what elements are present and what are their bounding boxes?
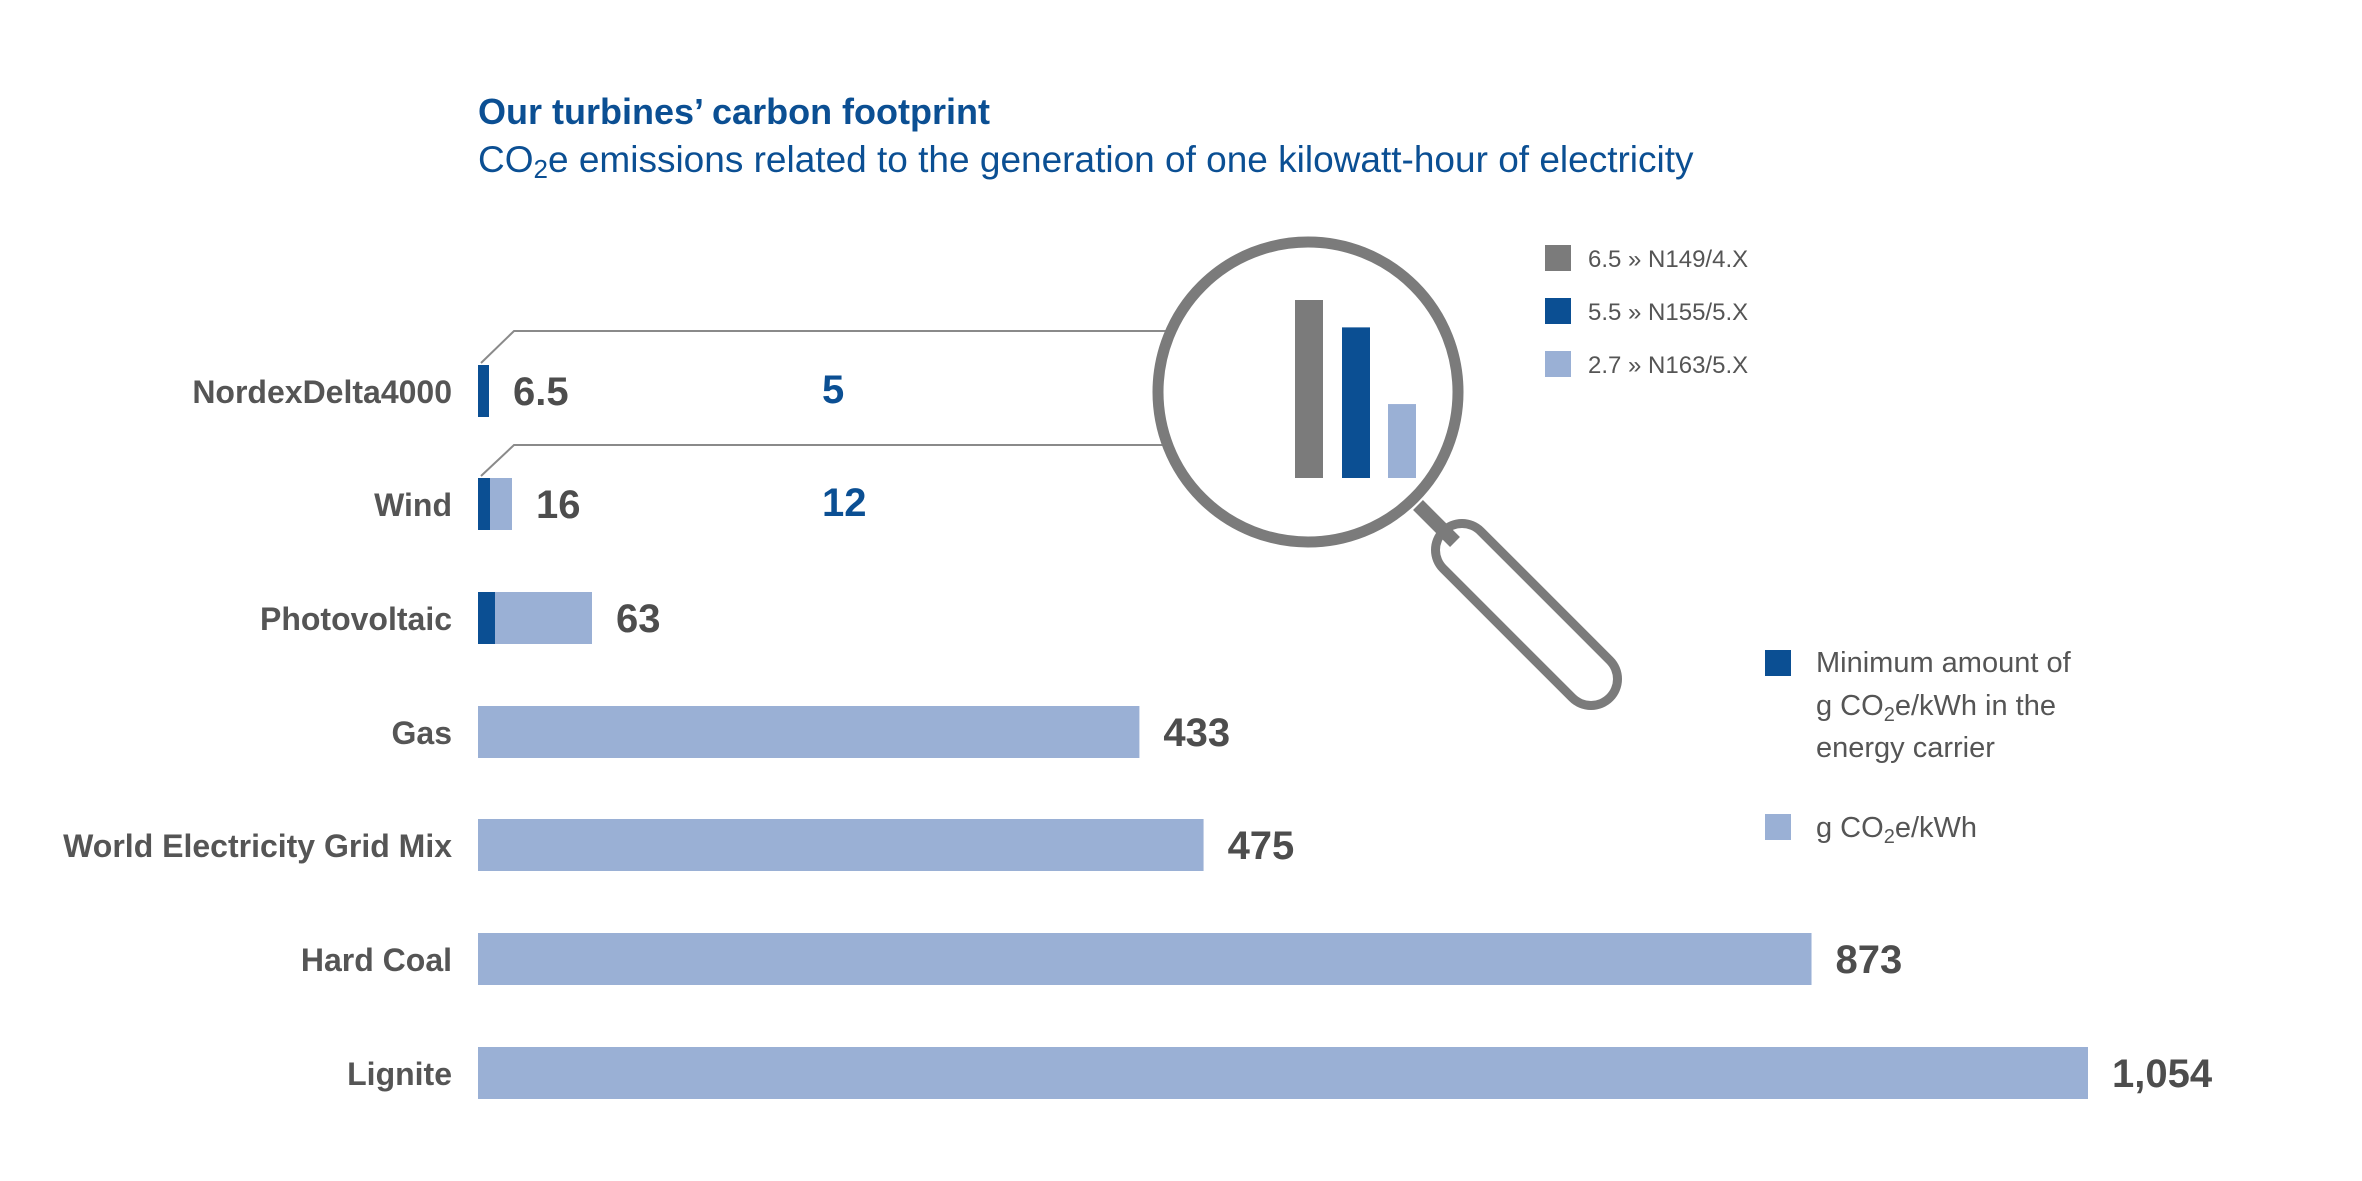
- legend-label-minimum-line-2: g CO2e/kWh in the: [1816, 690, 2056, 726]
- legend-label-minimum-line-3: energy carrier: [1816, 732, 1995, 764]
- value-label-hard-coal: 873: [1836, 938, 1903, 982]
- value-label-photovoltaic: 63: [616, 597, 661, 641]
- bar-min-nordexdelta4000: [478, 365, 489, 417]
- magnifier-neck: [1413, 500, 1460, 547]
- inset-legend-swatch-3: [1545, 351, 1571, 377]
- value-label-nordexdelta4000: 6.5: [513, 370, 569, 414]
- inset-legend-label-1: 6.5 » N149/4.X: [1588, 246, 1748, 273]
- plot-area: NordexDelta4000 6.5 5 Wind 16 12 Photovoltaic 6…: [63, 330, 2213, 1099]
- legend-label-gco2: g CO2e/kWh: [1816, 812, 1977, 848]
- inset-legend-label-2: 5.5 » N155/5.X: [1588, 299, 1748, 326]
- legend-label-minimum-line-1: Minimum amount of: [1816, 647, 2072, 679]
- connector-line-top: [480, 330, 1195, 364]
- min-value-label-nordexdelta4000: 5: [822, 368, 844, 412]
- inset-bar-1: [1295, 300, 1323, 478]
- inset-legend-swatch-2: [1545, 298, 1571, 324]
- legend: 6.5 » N149/4.X 5.5 » N155/5.X 2.7 » N163/5…: [1545, 245, 2072, 848]
- value-label-gas: 433: [1163, 711, 1230, 755]
- value-label-lignite: 1,054: [2112, 1052, 2213, 1096]
- value-label-wind: 16: [536, 483, 581, 527]
- bar-hard-coal: [478, 933, 1812, 985]
- category-label-nordexdelta4000: NordexDelta4000: [192, 374, 452, 410]
- inset-bar-3: [1388, 404, 1416, 478]
- category-label-gas: Gas: [392, 715, 452, 751]
- inset-legend-swatch-1: [1545, 245, 1571, 271]
- magnifier-handle-fill: [1440, 528, 1613, 701]
- category-label-photovoltaic: Photovoltaic: [260, 601, 452, 637]
- category-label-world-electricity-grid-mix: World Electricity Grid Mix: [63, 828, 452, 864]
- connector-line-bottom: [480, 444, 1195, 477]
- bar-gas: [478, 706, 1140, 758]
- min-value-label-wind: 12: [822, 481, 867, 525]
- category-label-hard-coal: Hard Coal: [301, 942, 452, 978]
- magnifier-icon: [1152, 236, 1622, 710]
- legend-swatch-minimum: [1765, 650, 1791, 676]
- legend-swatch-gco2: [1765, 814, 1791, 840]
- value-label-world-electricity-grid-mix: 475: [1228, 824, 1295, 868]
- bar-min-wind: [478, 478, 490, 530]
- chart-title: Our turbines’ carbon footprint: [478, 91, 990, 132]
- category-label-wind: Wind: [374, 487, 452, 523]
- bar-min-photovoltaic: [478, 592, 495, 644]
- bar-photovoltaic: [478, 592, 592, 644]
- bar-world-electricity-grid-mix: [478, 819, 1204, 871]
- inset-legend-label-3: 2.7 » N163/5.X: [1588, 352, 1748, 379]
- category-label-lignite: Lignite: [347, 1056, 452, 1092]
- chart-subtitle: CO2e emissions related to the generation…: [478, 139, 1694, 184]
- inset-bar-2: [1342, 327, 1370, 478]
- bar-lignite: [478, 1047, 2088, 1099]
